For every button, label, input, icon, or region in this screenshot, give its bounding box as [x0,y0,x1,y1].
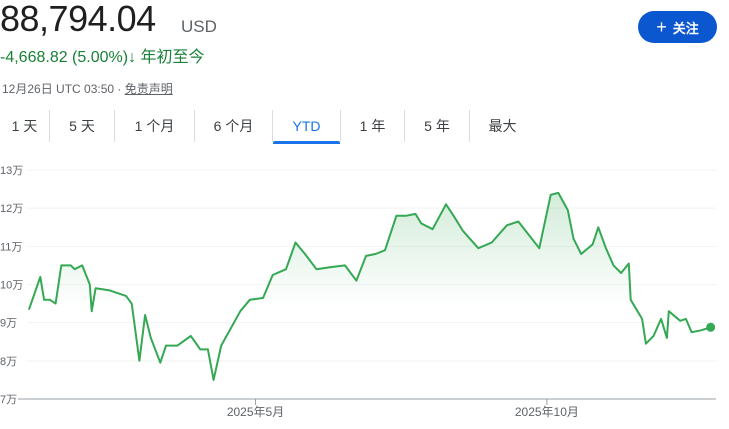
change-period: 年初至今 [140,49,205,66]
disclaimer-link[interactable]: 免责声明 [124,82,173,96]
tab-6m[interactable]: 6 个月 [195,110,273,142]
tab-label: 1 天 [11,118,38,134]
arrow-down-icon: ↓ [128,49,137,66]
price-line [27,191,711,381]
tab-max[interactable]: 最大 [470,110,535,142]
tab-label: 1 个月 [134,118,175,134]
follow-button[interactable]: + 关注 [638,11,717,43]
area-fill [28,192,711,399]
x-tick-label: 2025年5月 [227,405,284,419]
follow-label: 关注 [672,20,699,36]
y-tick-label: 12万 [0,203,23,215]
y-tick-label: 10万 [0,280,23,292]
tab-label: YTD [292,118,321,134]
last-price-dot [706,322,716,332]
tab-label: 1 年 [359,118,386,134]
range-tabs: 1 天 5 天 1 个月 6 个月 YTD 1 年 5 年 最大 [0,110,535,144]
y-tick-label: 7万 [0,394,17,406]
y-tick-label: 13万 [0,165,23,177]
timestamp: 12月26日 UTC 03:50 · [2,82,125,96]
tab-label: 5 年 [424,118,450,134]
x-tick-label: 2025年10月 [515,405,579,419]
tab-5d[interactable]: 5 天 [50,110,115,142]
timestamp-line: 12月26日 UTC 03:50 · 免责声明 [2,80,173,97]
tab-label: 最大 [488,118,517,134]
plus-icon: + [656,16,667,37]
tab-label: 5 天 [69,118,95,134]
y-tick-label: 8万 [0,356,17,368]
currency-label: USD [181,17,217,36]
tab-1d[interactable]: 1 天 [0,110,50,142]
tab-5y[interactable]: 5 年 [405,110,470,142]
current-price: 88,794.04 [0,0,156,39]
tab-1m[interactable]: 1 个月 [115,110,195,142]
tab-label: 6 个月 [213,118,254,134]
change-value: -4,668.82 (5.00%) [0,49,129,66]
tab-ytd[interactable]: YTD [273,110,341,144]
y-tick-label: 11万 [0,241,22,253]
tab-1y[interactable]: 1 年 [341,110,405,142]
price-change: -4,668.82 (5.00%)↓ 年初至今 [0,43,205,67]
y-tick-label: 9万 [0,318,17,330]
